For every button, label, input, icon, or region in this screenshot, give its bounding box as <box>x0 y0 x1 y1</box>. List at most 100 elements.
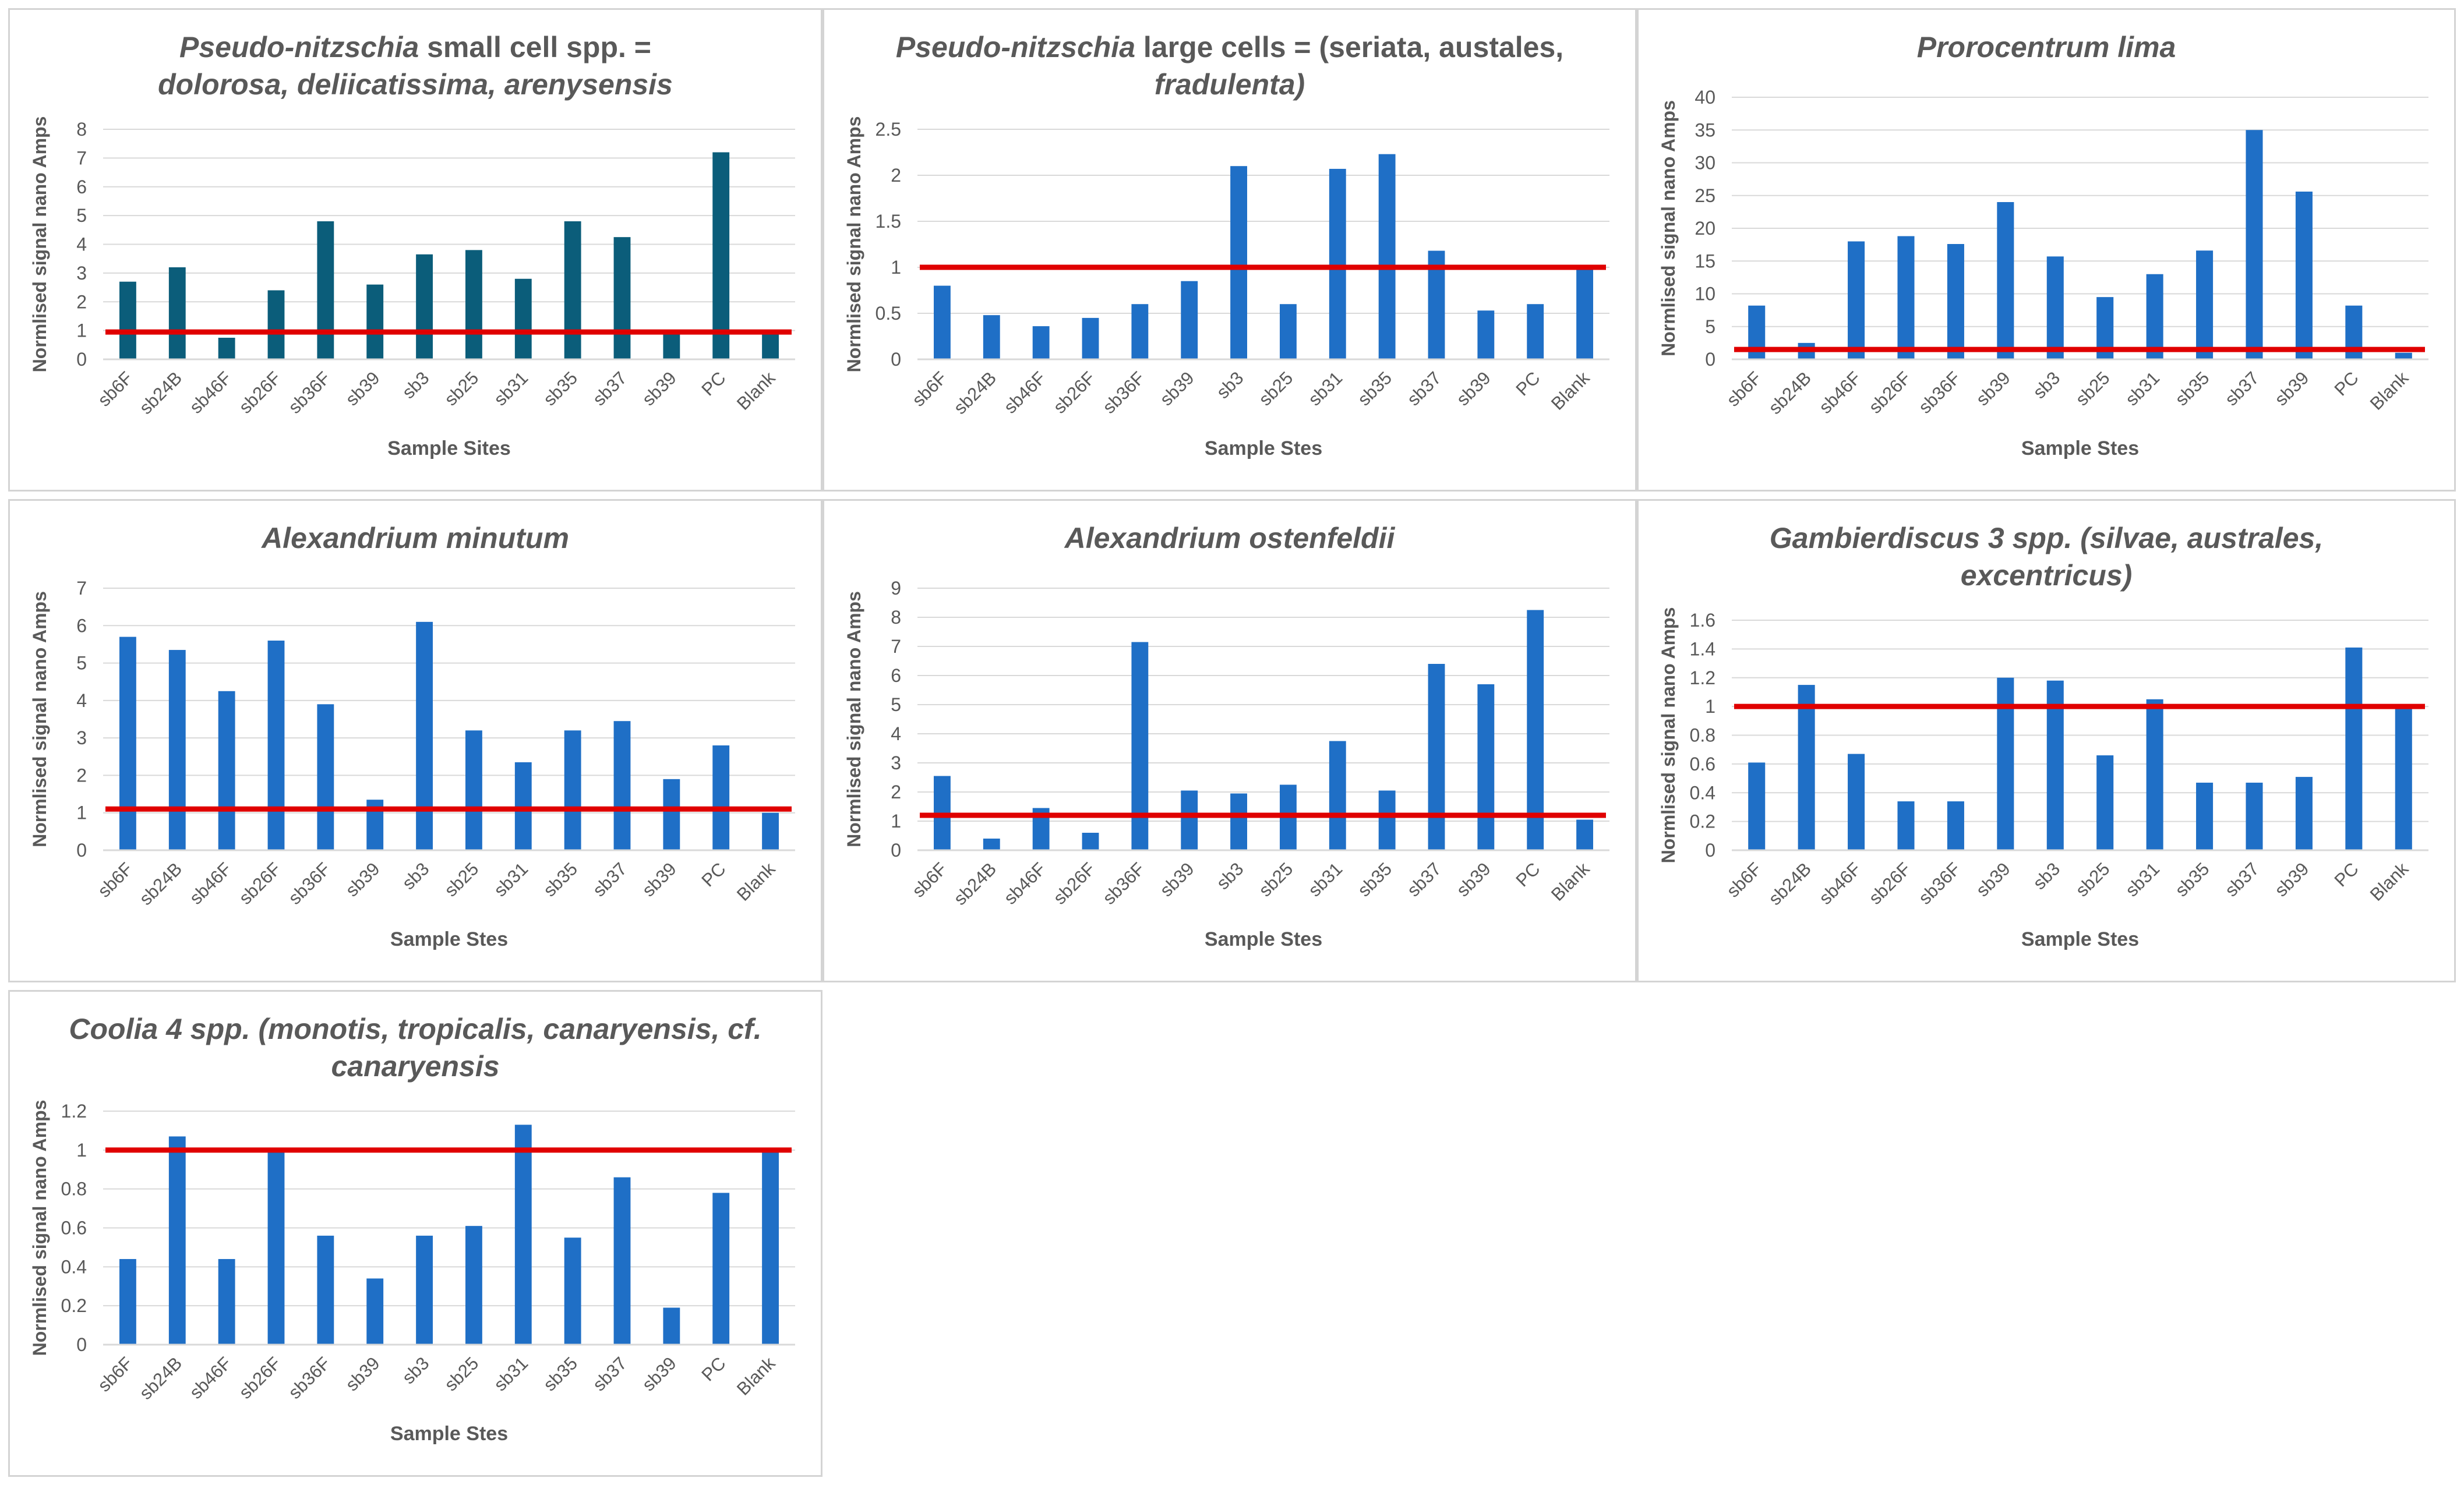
x-tick-label: sb3 <box>1212 858 1247 893</box>
x-tick-label: sb31 <box>2121 858 2163 900</box>
x-axis-title: Sample Stes <box>390 928 508 950</box>
bar <box>267 1150 285 1345</box>
x-tick-label: PC <box>697 367 729 399</box>
x-tick-label: sb36F <box>1099 858 1149 908</box>
y-tick-label: 0 <box>1705 349 1715 370</box>
chart-title: Coolia 4 spp. (monotis, tropicalis, cana… <box>10 1010 821 1085</box>
x-tick-label: sb36F <box>1915 858 1965 908</box>
bar <box>168 267 186 359</box>
y-tick-label: 1 <box>891 257 901 278</box>
y-tick-label: 15 <box>1695 250 1715 271</box>
y-axis-title: Normlised signal nano Amps <box>843 591 864 847</box>
x-tick-label: Blank <box>2366 858 2413 905</box>
y-tick-label: 5 <box>891 694 901 715</box>
bar <box>317 704 334 850</box>
x-tick-label: sb26F <box>1865 367 1915 418</box>
y-tick-label: 5 <box>1705 316 1715 337</box>
x-axis-title: Sample Stes <box>2021 928 2139 950</box>
y-tick-label: 1 <box>1705 696 1715 717</box>
y-tick-label: 0.8 <box>1690 725 1715 746</box>
x-tick-label: sb35 <box>2171 858 2213 900</box>
x-tick-label: sb25 <box>440 858 482 900</box>
x-tick-label: sb31 <box>1304 858 1346 900</box>
y-tick-label: 1.6 <box>1690 610 1715 631</box>
y-axis-title: Normlised signal nano Amps <box>29 116 50 373</box>
y-axis-title: Normlised signal nano Amps <box>29 1100 50 1356</box>
x-tick-label: Blank <box>1547 367 1594 414</box>
y-axis-title: Normlised signal nano Amps <box>29 591 50 847</box>
x-tick-label: PC <box>1512 367 1544 399</box>
x-tick-label: sb6F <box>1722 367 1765 410</box>
y-axis-title: Normlised signal nano Amps <box>843 116 864 373</box>
x-tick-label: sb24B <box>949 367 1000 418</box>
bar <box>366 1278 384 1345</box>
x-tick-label: sb39 <box>638 1353 680 1395</box>
x-tick-label: sb39 <box>2271 367 2313 409</box>
bar <box>416 1235 433 1345</box>
bar <box>1997 677 2014 850</box>
chart-title: Pseudo-nitzschia small cell spp. = dolor… <box>10 29 821 103</box>
y-tick-label: 0.2 <box>61 1295 87 1316</box>
x-tick-label: sb39 <box>341 367 383 409</box>
bar <box>2196 782 2214 850</box>
bar <box>1378 154 1396 359</box>
x-tick-label: sb31 <box>1304 367 1346 409</box>
bar <box>1897 236 1915 359</box>
y-tick-label: 2 <box>891 782 901 802</box>
chart-svg: 0 0.2 0.4 0.6 0.8 1 1.2 Normlised signal nano A… <box>29 1100 795 1445</box>
chart-panel-coolia: Coolia 4 spp. (monotis, tropicalis, cana… <box>8 990 822 1477</box>
bar <box>2046 256 2064 359</box>
bar <box>168 650 186 850</box>
bar <box>1428 664 1445 850</box>
y-tick-label: 4 <box>891 723 901 744</box>
chart-title-italic: Prorocentrum lima <box>1916 31 2176 63</box>
x-tick-label: sb26F <box>235 1353 285 1403</box>
bar <box>1748 762 1766 850</box>
x-axis-title: Sample Stes <box>1205 437 1322 459</box>
y-tick-label: 40 <box>1695 87 1715 108</box>
bar <box>218 1258 235 1345</box>
bar <box>2096 755 2114 850</box>
chart-title-italic: Pseudo-nitzschia <box>179 31 419 63</box>
x-tick-label: sb3 <box>398 1353 433 1388</box>
bar <box>762 1150 779 1345</box>
bar <box>1848 754 1865 850</box>
x-tick-label: sb36F <box>1099 367 1149 418</box>
x-tick-label: sb26F <box>1049 858 1099 908</box>
x-tick-label: sb46F <box>185 367 235 418</box>
y-tick-label: 1.2 <box>1690 667 1715 688</box>
y-tick-label: 8 <box>76 119 87 140</box>
y-tick-label: 0.6 <box>1690 754 1715 775</box>
bar <box>119 281 136 359</box>
bar <box>218 337 235 359</box>
chart-panel-a-ostenfeldii: Alexandrium ostenfeldii 0 1 2 3 4 5 6 7 8 9 Normli… <box>822 499 1637 982</box>
chart-title-line2: canaryensis <box>331 1050 500 1083</box>
chart-title: Alexandrium ostenfeldii <box>824 519 1635 557</box>
chart-title-line2: fradulenta) <box>1154 68 1305 101</box>
x-tick-label: sb35 <box>2171 367 2213 409</box>
bar <box>1181 790 1198 850</box>
x-tick-label: Blank <box>733 367 779 414</box>
chart-title-italic: Gambierdiscus 3 spp. (silvae, australes, <box>1769 522 2324 554</box>
bar <box>613 1177 631 1345</box>
y-tick-label: 1 <box>891 811 901 832</box>
x-tick-label: sb37 <box>2221 367 2263 409</box>
y-tick-label: 2 <box>76 291 87 312</box>
x-tick-label: PC <box>2331 367 2363 399</box>
chart-svg: 0 0.5 1 1.5 2 2.5 Normlised signal nano Amps sb… <box>843 116 1609 459</box>
bar <box>2395 352 2412 359</box>
x-tick-label: sb24B <box>1764 367 1815 418</box>
x-tick-label: sb31 <box>490 367 532 409</box>
x-tick-label: sb36F <box>284 1353 334 1403</box>
bar <box>2146 274 2163 359</box>
x-tick-label: sb39 <box>638 858 680 900</box>
bar <box>564 221 581 359</box>
y-tick-label: 35 <box>1695 119 1715 140</box>
x-tick-label: Blank <box>1547 858 1594 905</box>
y-tick-label: 7 <box>76 578 87 599</box>
bar <box>317 221 334 359</box>
x-tick-label: sb31 <box>490 1353 532 1395</box>
x-tick-label: PC <box>1512 858 1544 890</box>
chart-title-rest: large cells = (seriata, austales, <box>1135 31 1564 63</box>
y-tick-label: 0.8 <box>61 1179 87 1200</box>
